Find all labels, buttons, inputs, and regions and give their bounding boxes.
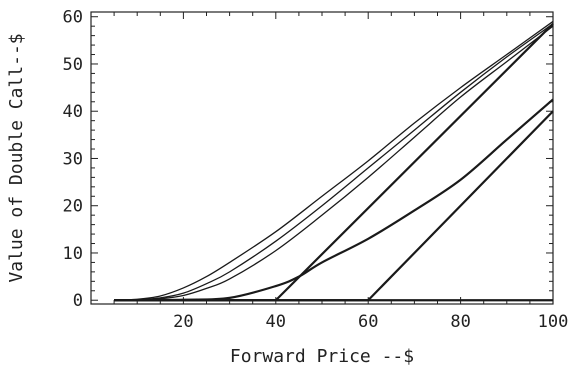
x-tick-label: 40 xyxy=(266,312,286,332)
series-line-4 xyxy=(114,99,553,300)
x-tick-label: 100 xyxy=(538,312,569,332)
x-tick-label: 20 xyxy=(173,312,193,332)
series-line-3 xyxy=(114,26,553,300)
y-tick-label: 20 xyxy=(63,197,83,217)
y-tick-label: 10 xyxy=(63,244,83,264)
series-line-2 xyxy=(114,24,553,300)
axis-ticks xyxy=(91,12,553,304)
x-axis-title: Forward Price --$ xyxy=(230,346,414,367)
series-group xyxy=(114,21,553,300)
y-tick-label: 50 xyxy=(63,55,83,75)
y-tick-label: 60 xyxy=(63,8,83,28)
y-tick-label: 30 xyxy=(63,149,83,169)
series-line-5 xyxy=(114,24,553,300)
x-tick-label: 60 xyxy=(358,312,378,332)
y-tick-label: 0 xyxy=(73,291,83,311)
tick-labels: 20 40 60 80 100 0 10 20 30 40 50 60 xyxy=(63,8,569,332)
x-tick-label: 80 xyxy=(450,312,470,332)
plot-frame xyxy=(91,12,553,304)
series-line-1 xyxy=(114,21,553,300)
y-tick-label: 40 xyxy=(63,102,83,122)
y-axis-title: Value of Double Call--$ xyxy=(6,33,27,282)
